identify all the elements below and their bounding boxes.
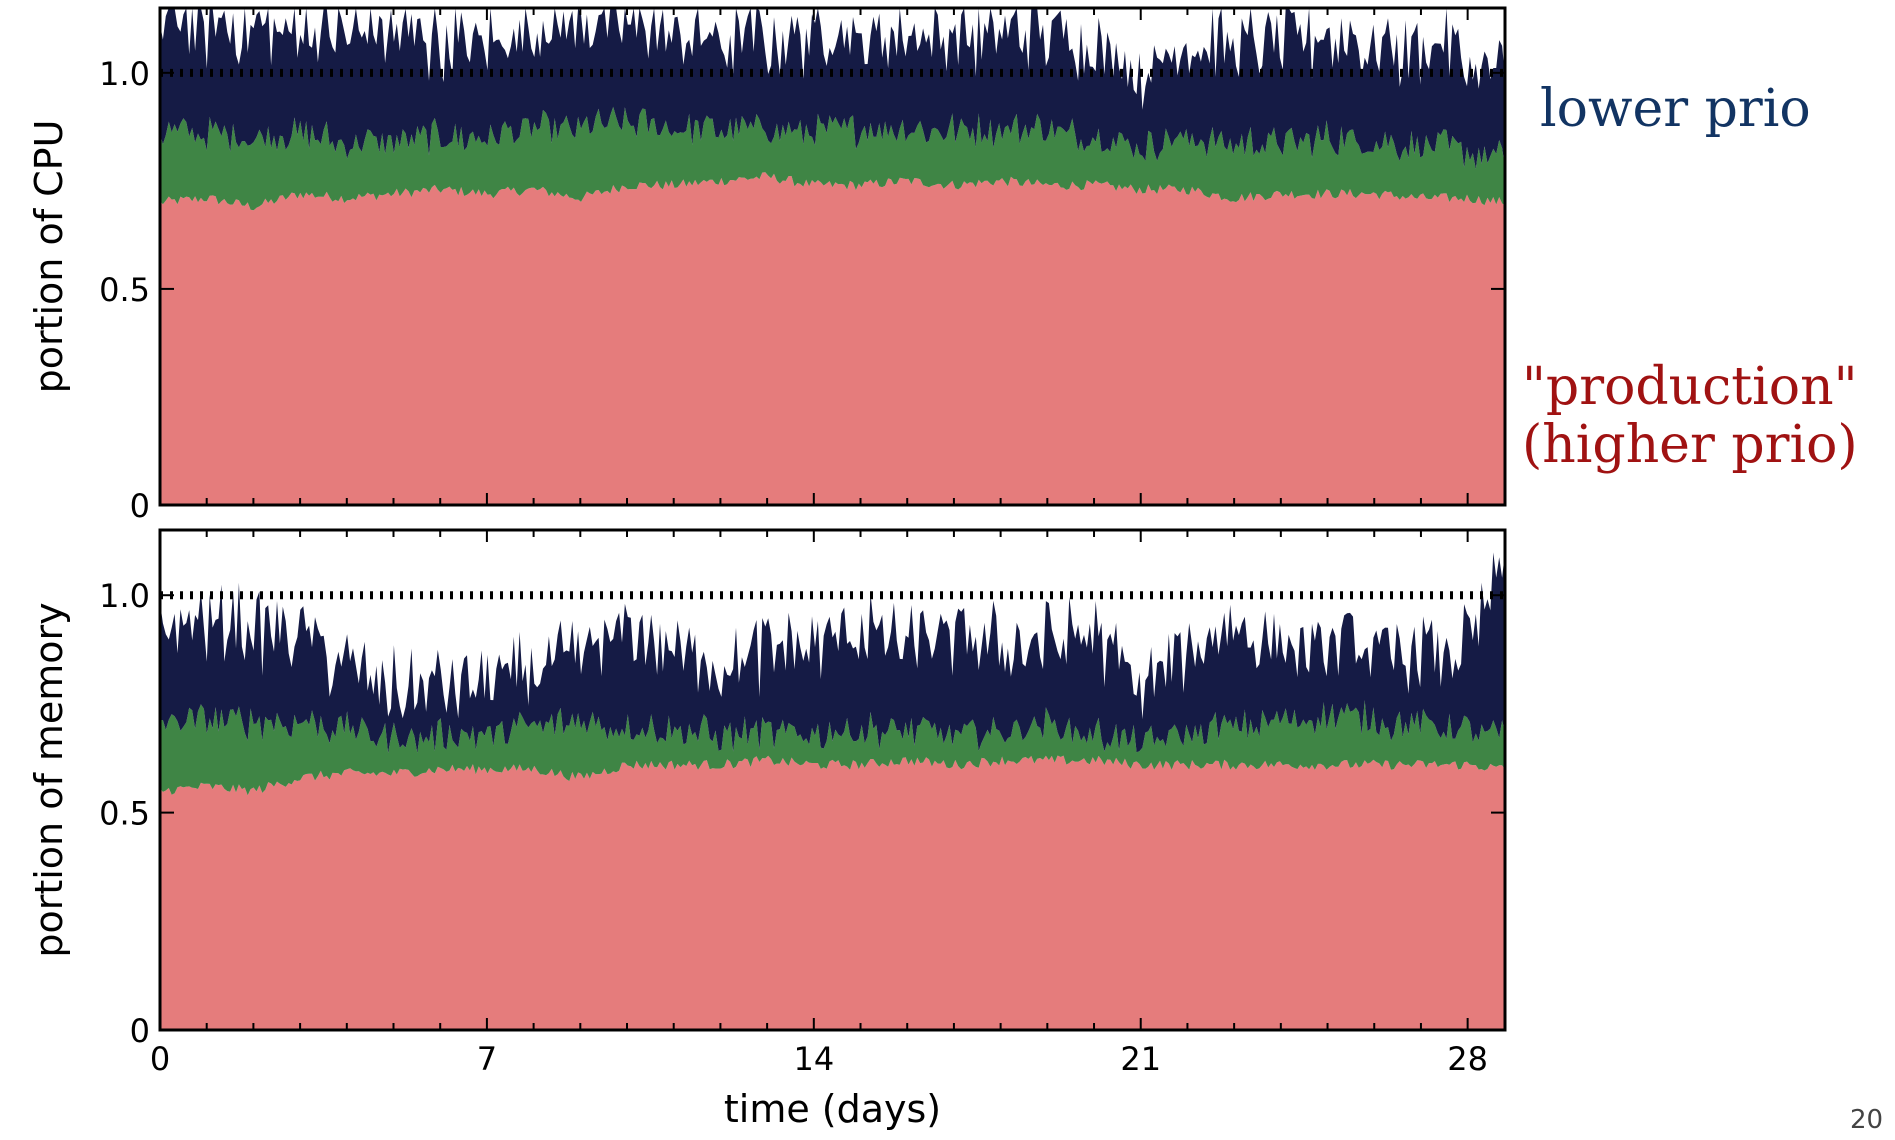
production-annotation: "production" (higher prio) bbox=[1522, 358, 1858, 474]
y-axis-label: portion of memory bbox=[27, 602, 71, 957]
y-tick-label: 0 bbox=[130, 1012, 150, 1050]
y-tick-label: 1.0 bbox=[99, 55, 150, 93]
cpu-panel: 0 0.5 1.0 portion of CPU bbox=[27, 6, 1507, 525]
x-tick-label: 14 bbox=[793, 1040, 834, 1078]
x-tick-label: 28 bbox=[1447, 1040, 1488, 1078]
lower-priority-area bbox=[160, 8, 1505, 169]
production-area bbox=[160, 172, 1505, 505]
slide-number: 20 bbox=[1850, 1105, 1884, 1135]
y-tick-label: 0.5 bbox=[99, 271, 150, 309]
plot-frame bbox=[158, 528, 1507, 1032]
plot-frame bbox=[158, 6, 1507, 507]
lower-prio-annotation: lower prio bbox=[1540, 79, 1811, 139]
y-axis-label: portion of CPU bbox=[27, 120, 71, 394]
middle-priority-area bbox=[160, 700, 1505, 796]
production-annotation-line1: "production" bbox=[1522, 357, 1858, 417]
middle-priority-area bbox=[160, 106, 1505, 211]
y-tick-label: 1.0 bbox=[99, 577, 150, 615]
x-tick-label: 0 bbox=[150, 1040, 170, 1078]
production-area bbox=[160, 755, 1505, 1030]
x-tick-label: 21 bbox=[1120, 1040, 1161, 1078]
lower-priority-area bbox=[160, 551, 1505, 754]
y-tick-label: 0.5 bbox=[99, 795, 150, 833]
y-tick-label: 0 bbox=[130, 487, 150, 525]
x-tick-label: 7 bbox=[477, 1040, 497, 1078]
production-annotation-line2: (higher prio) bbox=[1522, 415, 1858, 475]
memory-panel: 0 0.5 1.0 0 7 14 21 28 portion of memory time (da… bbox=[27, 528, 1507, 1131]
x-axis-label: time (days) bbox=[724, 1087, 941, 1131]
